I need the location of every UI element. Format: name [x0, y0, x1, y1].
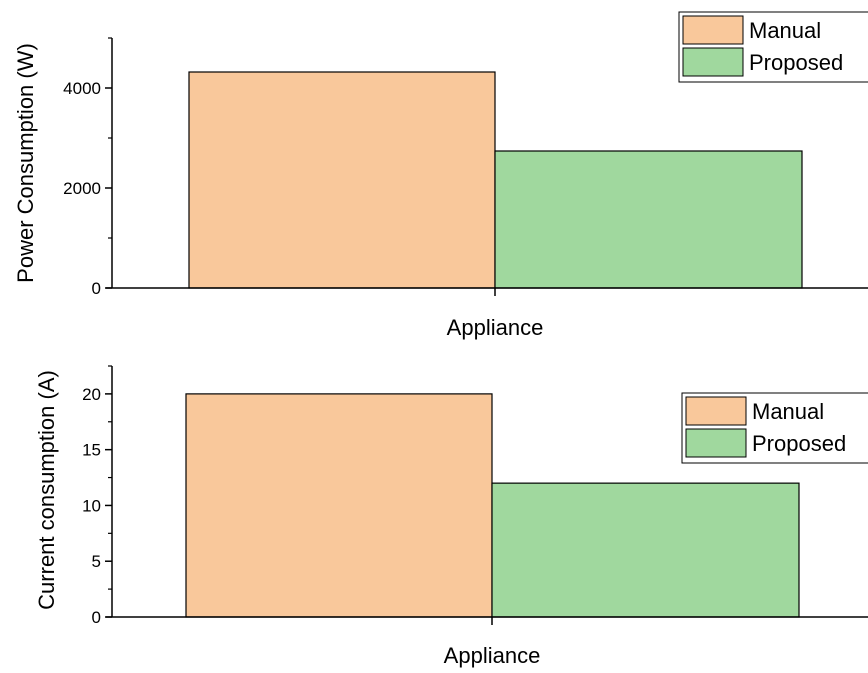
- y-tick-label: 0: [92, 279, 101, 298]
- legend-swatch-proposed: [685, 428, 747, 458]
- y-tick-label: 0: [92, 608, 101, 627]
- bar-proposed: [494, 150, 803, 289]
- legend-label-proposed: Proposed: [749, 50, 843, 75]
- legend-swatch-manual: [685, 396, 747, 426]
- bar-manual: [188, 71, 496, 289]
- bar-manual: [185, 393, 493, 618]
- legend-label-manual: Manual: [752, 399, 824, 424]
- y-tick-label: 20: [82, 385, 101, 404]
- current-consumption-chart: 0 5 10 15 20 Appliance Current consumption (A)…: [34, 365, 868, 668]
- y-tick-label: 10: [82, 496, 101, 515]
- legend-swatch-manual: [682, 15, 744, 45]
- bar-proposed: [491, 482, 800, 618]
- y-axis-title: Current consumption (A): [34, 370, 59, 610]
- y-tick-label: 15: [82, 441, 101, 460]
- y-tick-label: 5: [92, 552, 101, 571]
- y-tick-label: 4000: [63, 79, 101, 98]
- legend-label-manual: Manual: [749, 18, 821, 43]
- y-tick-label: 2000: [63, 179, 101, 198]
- x-axis-title: Appliance: [444, 643, 541, 668]
- legend-swatch-proposed: [682, 47, 744, 77]
- power-consumption-chart: 0 2000 4000 Appliance Power Consumption (W) M…: [13, 11, 868, 340]
- legend-label-proposed: Proposed: [752, 431, 846, 456]
- x-axis-title: Appliance: [447, 315, 544, 340]
- y-axis-title: Power Consumption (W): [13, 43, 38, 283]
